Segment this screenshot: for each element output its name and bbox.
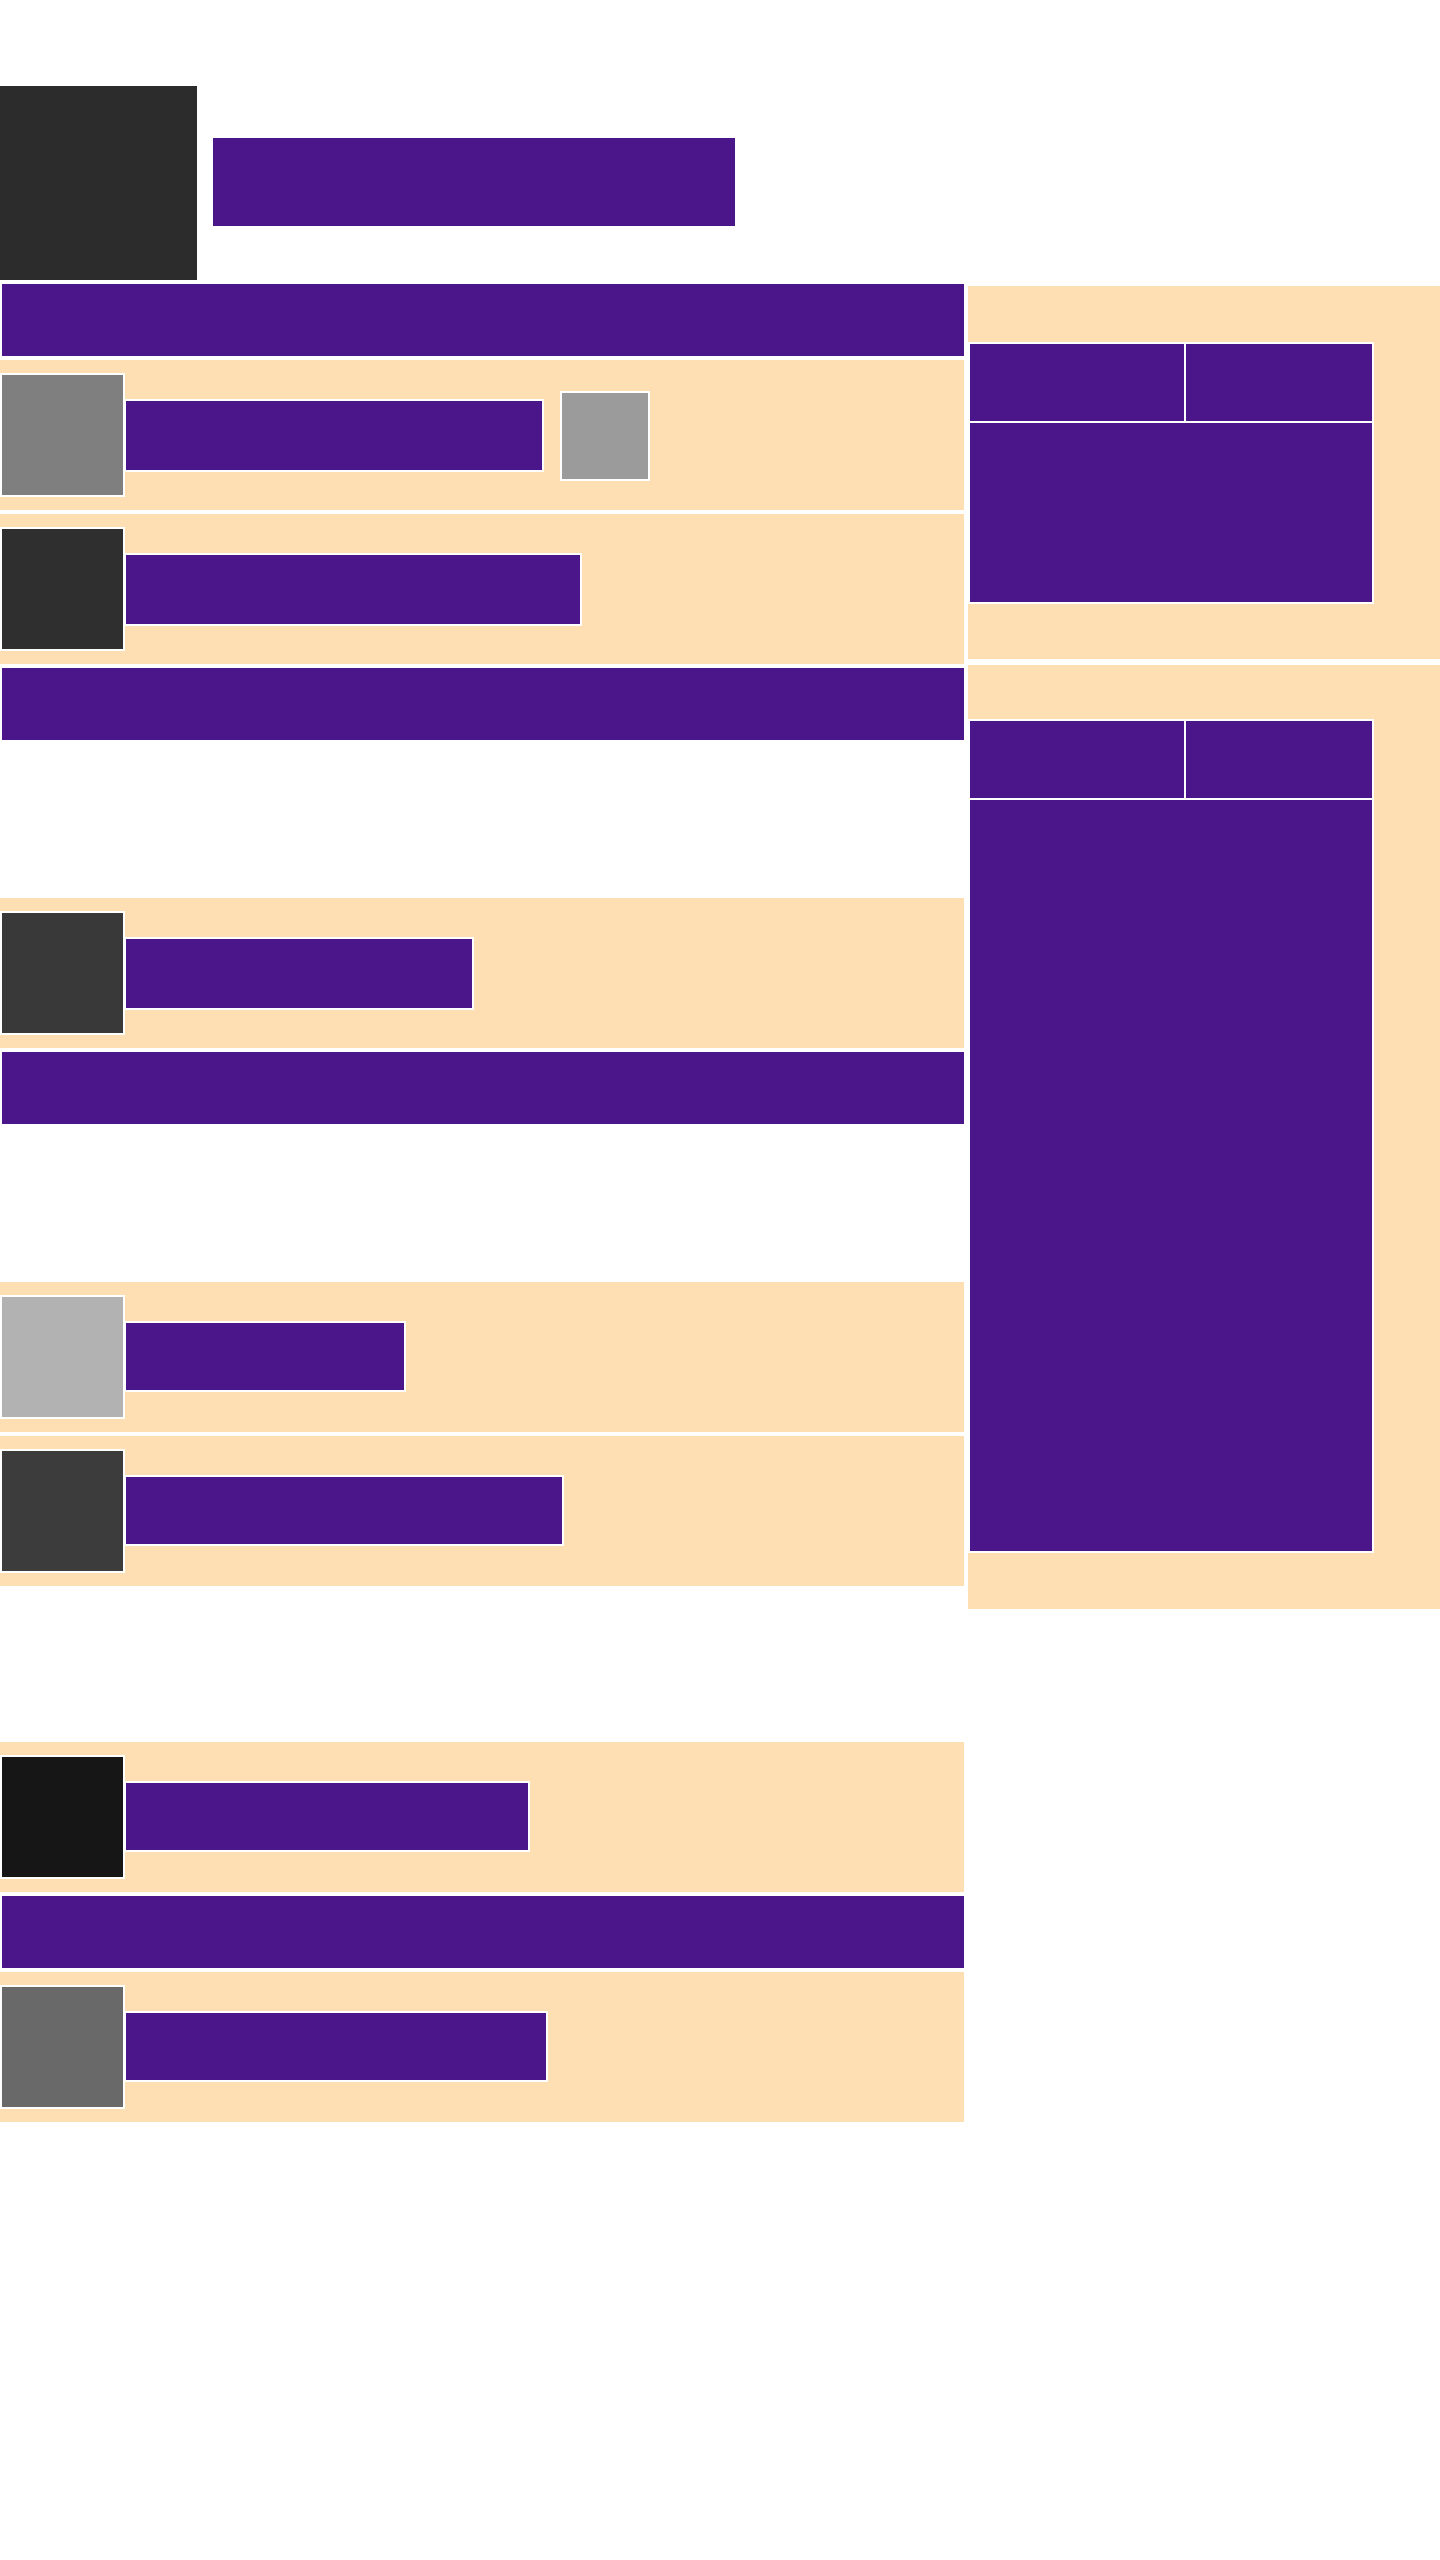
item-title[interactable] (124, 1321, 406, 1392)
section-heading[interactable] (0, 666, 966, 742)
widget-tab-left[interactable] (968, 342, 1186, 423)
section-heading[interactable] (0, 1894, 966, 1970)
widget-tab-left[interactable] (968, 719, 1186, 800)
site-title[interactable] (211, 136, 737, 228)
item-title[interactable] (124, 1781, 530, 1852)
item-thumbnail[interactable] (0, 911, 125, 1035)
item-title[interactable] (124, 399, 544, 472)
widget-content[interactable] (968, 421, 1374, 604)
section-heading[interactable] (0, 1050, 966, 1126)
item-thumbnail[interactable] (0, 1985, 125, 2109)
item-title[interactable] (124, 553, 582, 626)
item-thumbnail[interactable] (0, 373, 125, 497)
widget-tab-right[interactable] (1184, 342, 1374, 423)
item-thumbnail[interactable] (0, 1449, 125, 1573)
item-thumbnail[interactable] (0, 1755, 125, 1879)
item-title[interactable] (124, 2011, 548, 2082)
item-thumbnail[interactable] (0, 527, 125, 651)
item-badge-image[interactable] (560, 391, 650, 481)
site-logo[interactable] (0, 86, 197, 280)
widget-tab-right[interactable] (1184, 719, 1374, 800)
item-thumbnail[interactable] (0, 1295, 125, 1419)
item-title[interactable] (124, 937, 474, 1010)
section-heading[interactable] (0, 282, 966, 358)
item-title[interactable] (124, 1475, 564, 1546)
widget-content[interactable] (968, 798, 1374, 1553)
